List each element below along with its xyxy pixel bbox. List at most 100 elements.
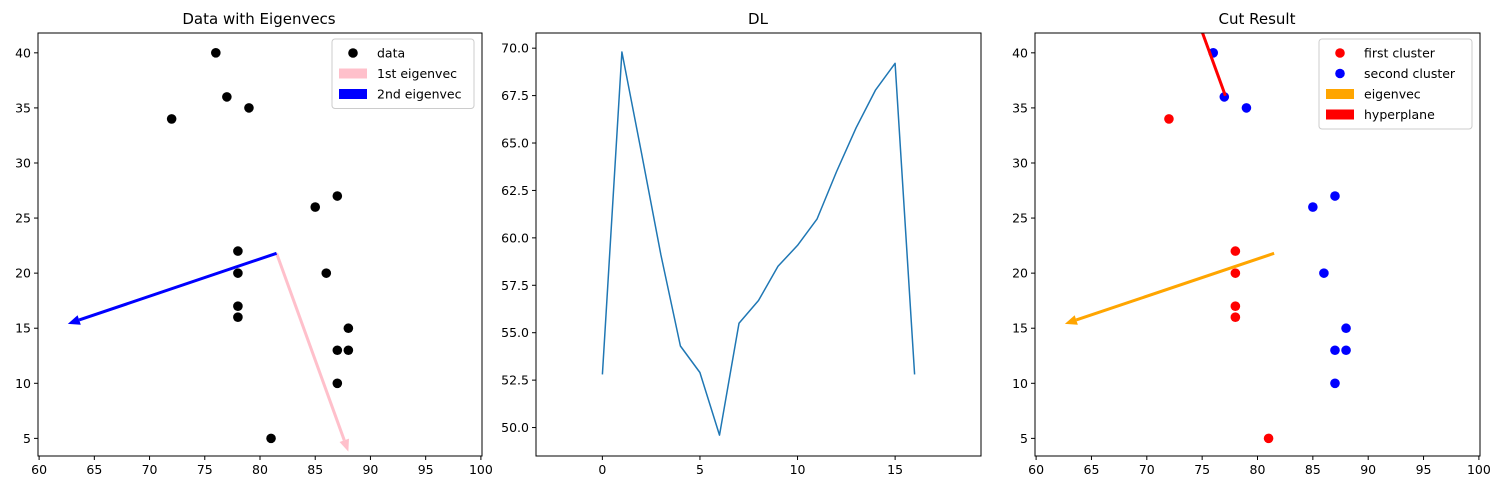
data-point [1164, 114, 1174, 124]
data-point [1230, 268, 1241, 278]
legend-patch [339, 68, 367, 79]
x-tick-label: 80 [1250, 462, 1266, 477]
legend-box [331, 38, 475, 109]
y-tick-label: 55.0 [501, 325, 529, 340]
data-point [343, 345, 354, 356]
arrow-head [1064, 315, 1078, 325]
data-point [343, 323, 354, 334]
data-point [233, 268, 243, 278]
x-tick-label: 60 [31, 462, 47, 477]
y-tick-label: 40 [1012, 45, 1028, 60]
data-points [166, 48, 354, 444]
y-tick-label: 40 [15, 45, 31, 60]
legend: first cluster second cluster eigenvec hyper… [1318, 38, 1473, 130]
second-cluster-points [1208, 48, 1351, 389]
y-tick-label: 15 [15, 321, 31, 336]
y-tick-label: 10 [1012, 376, 1028, 391]
y-tick-label: 35 [15, 100, 31, 115]
x-tick-label: 90 [362, 462, 378, 477]
axes-frame [1034, 32, 1481, 457]
arrow-shaft [1200, 33, 1227, 97]
y-tick-label: 65.0 [501, 136, 529, 151]
data-point [211, 48, 221, 58]
y-tick-label: 62.5 [501, 183, 529, 198]
legend-patch [1326, 89, 1354, 99]
legend-label: 2nd eigenvec [377, 87, 462, 102]
data-point [1341, 323, 1351, 334]
data-point [233, 301, 243, 311]
legend-label: eigenvec [1364, 87, 1421, 102]
legend-label: data [377, 46, 405, 61]
y-tick-label: 30 [1012, 155, 1028, 170]
data-point [1241, 103, 1252, 113]
arrow-shaft [78, 251, 278, 322]
data-point [1341, 345, 1351, 356]
x-tick-label: 85 [1305, 462, 1321, 477]
data-point [266, 433, 276, 444]
x-tick-label: 95 [1416, 462, 1432, 477]
y-tick-label: 50.0 [501, 420, 529, 435]
data-point [332, 191, 343, 201]
data-point [332, 378, 343, 389]
x-tick-label: 90 [1360, 462, 1376, 477]
y-tick-label: 20 [15, 266, 31, 281]
x-tick-label: 65 [1084, 462, 1100, 477]
x-tick-label: 65 [86, 462, 102, 477]
data-point [1308, 202, 1318, 212]
x-tick-label: 75 [197, 462, 213, 477]
data-point [321, 268, 332, 278]
x-tick-label: 85 [307, 462, 323, 477]
x-tick-label: 70 [1139, 462, 1155, 477]
data-point [233, 246, 243, 256]
panel-data-with-eigenvecs: Data with Eigenvecs 60 65 70 75 80 85 90 95 100 5… [15, 10, 493, 477]
data-point [1219, 92, 1230, 102]
arrow-hyperplane [1197, 20, 1227, 97]
legend-label: hyperplane [1364, 107, 1435, 122]
data-point [1319, 268, 1329, 278]
legend-marker [1335, 48, 1345, 58]
legend-patch [1326, 109, 1354, 120]
x-tick-label: 0 [598, 462, 606, 477]
legend-marker [348, 48, 358, 58]
x-tick-label: 80 [252, 462, 268, 477]
y-tick-label: 30 [15, 155, 31, 170]
x-tick-label: 5 [696, 462, 704, 477]
y-tick-label: 10 [15, 376, 31, 391]
y-tick-label: 5 [1020, 431, 1028, 446]
data-point [1230, 312, 1241, 323]
x-tick-label: 60 [1028, 462, 1044, 477]
chart-title: DL [748, 10, 769, 28]
y-tick-label: 15 [1012, 321, 1028, 336]
data-point [233, 312, 243, 323]
data-point [310, 202, 321, 212]
data-point [1230, 301, 1241, 311]
data-point [1330, 345, 1340, 356]
arrow-head [1197, 20, 1206, 33]
y-tick-label: 70.0 [501, 41, 529, 56]
x-tick-label: 100 [469, 462, 493, 477]
legend-label: first cluster [1364, 46, 1436, 61]
y-tick-label: 5 [23, 431, 31, 446]
arrow-eigenvec [1064, 251, 1275, 325]
chart-title: Cut Result [1219, 10, 1296, 28]
data-point [166, 114, 177, 124]
arrow-head [67, 315, 81, 325]
data-point [1230, 246, 1241, 256]
data-point [1330, 378, 1340, 389]
arrow-1st-eigenvec [275, 252, 349, 452]
x-tick-label: 75 [1194, 462, 1210, 477]
y-tick-label: 52.5 [501, 373, 529, 388]
y-tick-label: 20 [1012, 266, 1028, 281]
y-tick-label: 67.5 [501, 88, 529, 103]
dl-line [601, 51, 916, 436]
y-tick-label: 57.5 [501, 278, 529, 293]
data-point [332, 345, 343, 356]
panel-cut-result: Cut Result 60 65 70 75 80 85 90 95 100 5 10 15 20 25 3… [1012, 10, 1491, 477]
y-tick-label: 25 [1012, 211, 1028, 226]
y-tick-label: 60.0 [501, 230, 529, 245]
x-tick-label: 95 [418, 462, 434, 477]
x-tick-label: 10 [790, 462, 806, 477]
panel-dl: DL 0 5 10 15 50.0 52.5 55.0 57.5 60.0 62.5 65.0 67.… [501, 10, 982, 477]
axes-frame [37, 32, 483, 457]
